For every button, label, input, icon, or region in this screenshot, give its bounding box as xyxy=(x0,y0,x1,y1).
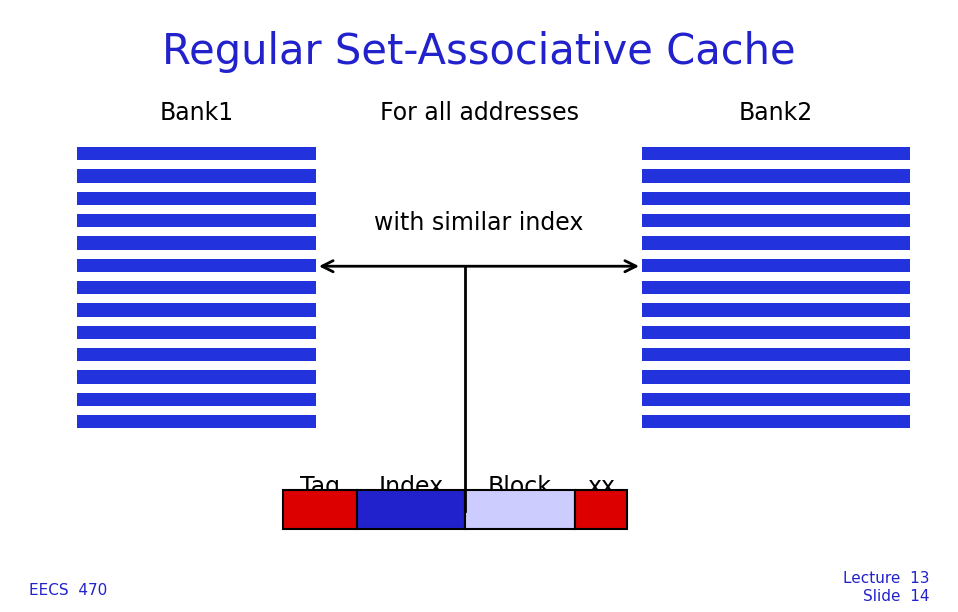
Bar xyxy=(575,490,627,529)
Bar xyxy=(642,147,910,160)
Text: xx: xx xyxy=(587,474,615,499)
Bar xyxy=(642,370,910,384)
Text: EECS  470: EECS 470 xyxy=(29,583,107,598)
Bar xyxy=(642,303,910,317)
Bar xyxy=(283,490,357,529)
Bar xyxy=(77,303,316,317)
Bar xyxy=(77,192,316,205)
Bar xyxy=(642,192,910,205)
Bar xyxy=(642,258,910,272)
Text: For all addresses: For all addresses xyxy=(379,101,579,125)
Bar xyxy=(77,281,316,294)
Bar xyxy=(357,490,465,529)
Bar xyxy=(642,214,910,228)
Bar xyxy=(77,370,316,384)
Bar xyxy=(77,214,316,228)
Bar xyxy=(642,281,910,294)
Bar xyxy=(642,415,910,428)
Bar xyxy=(77,147,316,160)
Bar xyxy=(642,348,910,362)
Bar xyxy=(77,169,316,183)
Bar xyxy=(642,392,910,406)
Bar xyxy=(77,392,316,406)
Text: Tag: Tag xyxy=(300,474,340,499)
Bar xyxy=(77,348,316,362)
Bar xyxy=(77,326,316,339)
Bar xyxy=(77,258,316,272)
Text: Bank1: Bank1 xyxy=(159,101,234,125)
Bar xyxy=(642,169,910,183)
Text: Slide  14: Slide 14 xyxy=(863,589,929,604)
Text: Block: Block xyxy=(488,474,552,499)
Text: Regular Set-Associative Cache: Regular Set-Associative Cache xyxy=(162,31,796,73)
Text: Lecture  13: Lecture 13 xyxy=(843,571,929,586)
Bar xyxy=(465,490,575,529)
Text: Index: Index xyxy=(378,474,444,499)
Bar xyxy=(642,236,910,250)
Bar xyxy=(77,236,316,250)
Text: Bank2: Bank2 xyxy=(739,101,813,125)
Bar xyxy=(77,415,316,428)
Bar xyxy=(642,326,910,339)
Text: with similar index: with similar index xyxy=(375,211,583,236)
